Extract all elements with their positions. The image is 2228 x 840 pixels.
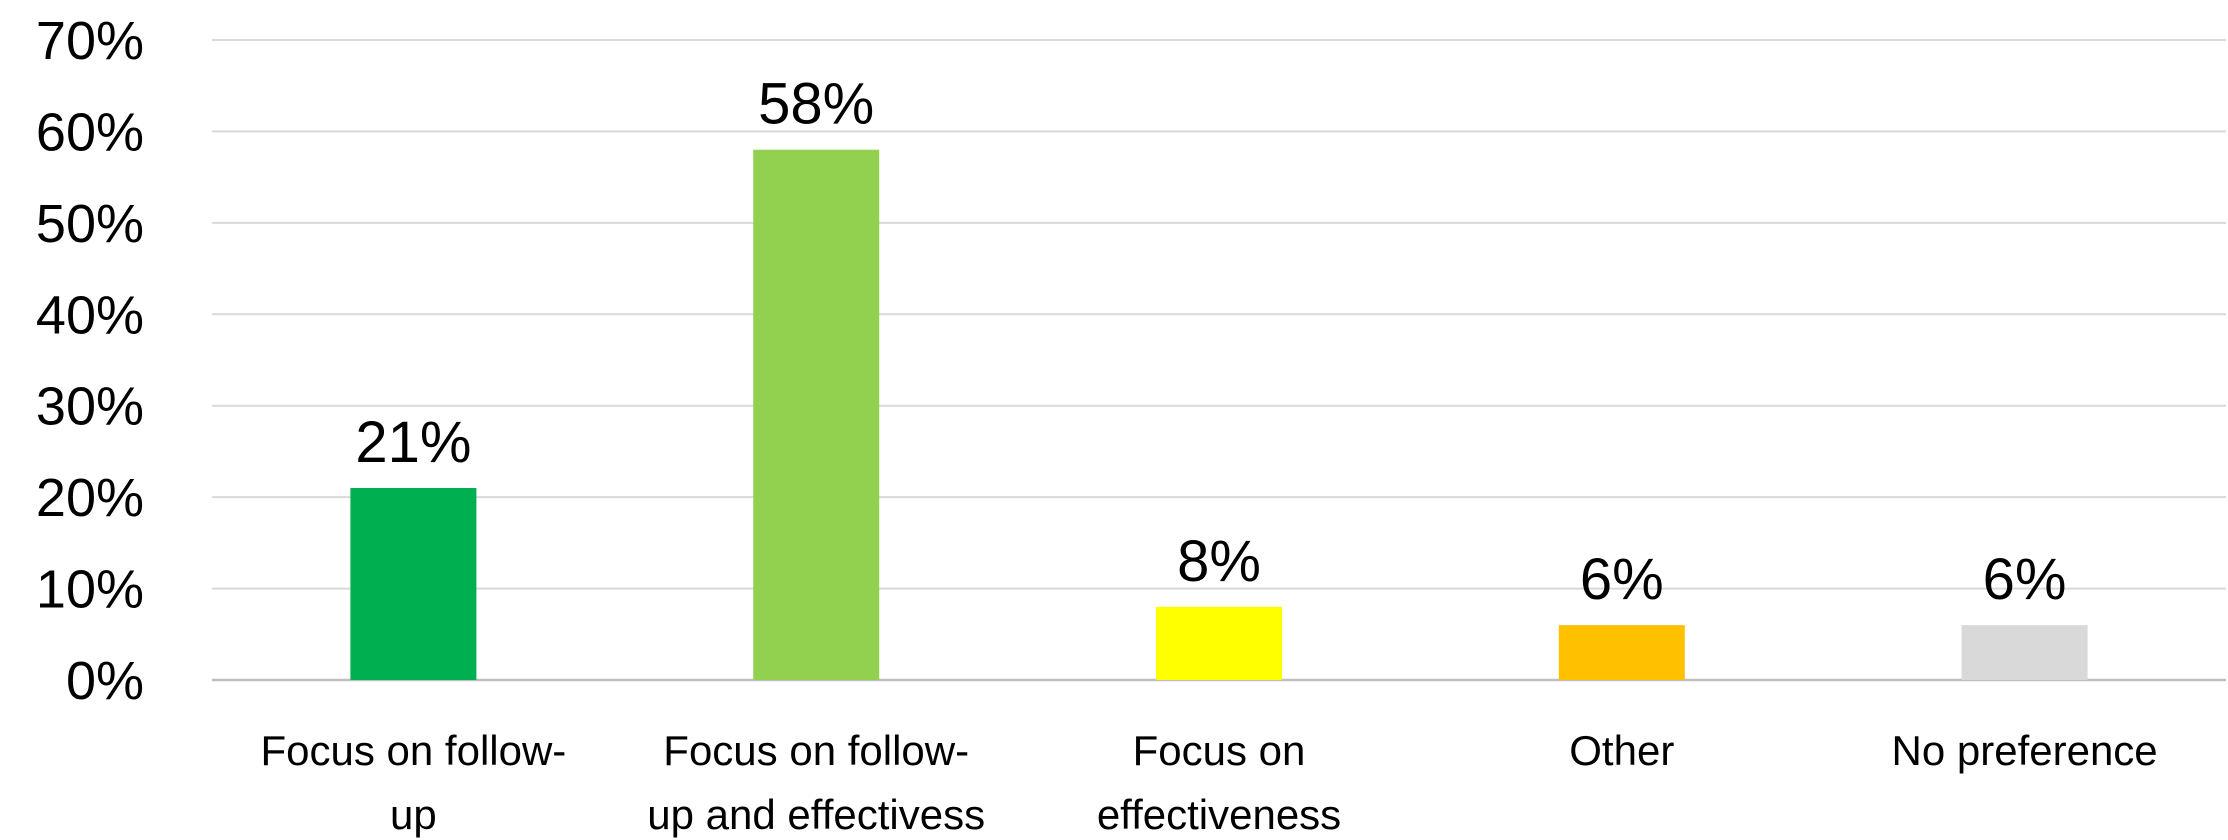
x-tick-label: Focus on follow- [663,727,969,774]
y-tick-label: 50% [36,194,144,254]
x-tick-label: Focus on [1133,727,1306,774]
bars [350,149,2088,680]
data-label: 8% [1177,529,1261,594]
x-tick-label: Other [1569,727,1674,774]
y-tick-label: 20% [36,468,144,528]
x-tick-label: up and effectivess [647,791,985,838]
y-tick-label: 30% [36,377,144,437]
y-tick-label: 70% [36,11,144,71]
bar [350,488,477,680]
x-axis: Focus on follow-up Focus on follow-up and… [261,727,2158,838]
x-tick-label: effectiveness [1097,791,1341,838]
data-label: 58% [758,72,874,137]
data-label: 6% [1983,547,2067,612]
data-labels: 21% 58% 8% 6% 6% [355,72,2066,612]
x-tick-label: up [390,791,437,838]
y-tick-label: 0% [66,651,144,711]
bar [1156,606,1282,680]
y-axis: 0% 10% 20% 30% 40% 50% 60% 70% [36,11,144,711]
x-tick-label: No preference [1892,727,2158,774]
y-tick-label: 10% [36,560,144,620]
bar [753,149,880,680]
y-tick-label: 60% [36,102,144,162]
data-label: 6% [1580,547,1664,612]
data-label: 21% [355,410,471,475]
gridlines [212,39,2226,682]
bar [1961,625,2088,680]
bar [1558,625,1685,680]
x-tick-label: Focus on follow- [261,727,567,774]
y-tick-label: 40% [36,285,144,345]
